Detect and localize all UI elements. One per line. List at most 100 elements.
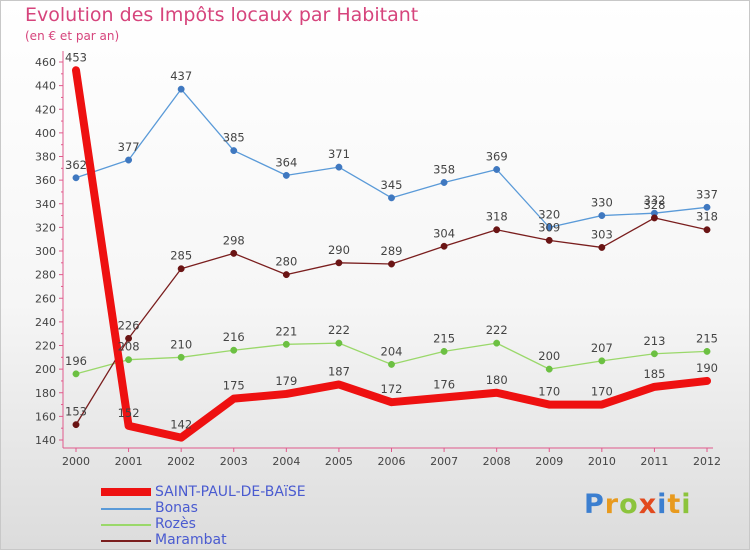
x-tick-label: 2010 bbox=[588, 455, 616, 468]
data-point bbox=[388, 360, 395, 368]
data-label: 170 bbox=[538, 385, 560, 399]
data-label: 208 bbox=[118, 340, 140, 354]
data-label: 213 bbox=[643, 334, 665, 348]
data-label: 215 bbox=[433, 331, 455, 345]
data-label: 170 bbox=[591, 385, 613, 399]
data-point bbox=[650, 350, 658, 358]
data-label: 369 bbox=[486, 149, 508, 163]
data-label: 377 bbox=[118, 140, 140, 154]
legend-label: Rozès bbox=[155, 516, 196, 532]
y-tick-label: 280 bbox=[35, 269, 56, 282]
data-point bbox=[335, 339, 343, 347]
x-tick-label: 2007 bbox=[430, 455, 458, 468]
y-tick-label: 180 bbox=[35, 387, 56, 400]
data-point bbox=[440, 179, 448, 186]
data-point bbox=[493, 226, 501, 234]
x-tick-label: 2011 bbox=[640, 455, 668, 468]
data-point bbox=[703, 347, 711, 355]
data-point bbox=[598, 357, 606, 365]
data-label: 280 bbox=[275, 255, 297, 269]
data-point bbox=[125, 156, 133, 164]
data-label: 215 bbox=[696, 331, 718, 345]
data-label: 371 bbox=[328, 147, 350, 161]
chart-title: Evolution des Impôts locaux par Habitant bbox=[25, 4, 419, 26]
data-label: 364 bbox=[275, 155, 297, 169]
y-tick-label: 380 bbox=[35, 151, 56, 164]
data-label: 210 bbox=[170, 337, 192, 351]
data-label: 153 bbox=[65, 405, 87, 419]
data-label: 176 bbox=[433, 377, 455, 391]
data-point bbox=[545, 223, 553, 231]
data-label: 320 bbox=[538, 207, 560, 221]
data-label: 196 bbox=[65, 354, 87, 368]
data-point bbox=[388, 194, 395, 202]
x-tick-label: 2002 bbox=[167, 455, 195, 468]
data-label: 298 bbox=[223, 233, 245, 247]
legend-label: SAINT-PAUL-DE-BAïSE bbox=[155, 484, 306, 500]
data-point bbox=[493, 339, 501, 347]
data-label: 200 bbox=[538, 349, 560, 363]
data-label: 385 bbox=[223, 131, 245, 145]
data-point bbox=[72, 370, 80, 378]
y-tick-label: 160 bbox=[35, 410, 56, 423]
data-point bbox=[72, 174, 80, 182]
x-tick-label: 2009 bbox=[535, 455, 563, 468]
data-label: 187 bbox=[328, 364, 350, 378]
data-point bbox=[545, 236, 553, 244]
data-point bbox=[125, 334, 133, 342]
data-label: 318 bbox=[696, 210, 718, 224]
data-label: 222 bbox=[486, 323, 508, 337]
y-tick-label: 440 bbox=[35, 80, 56, 93]
data-label: 303 bbox=[591, 227, 613, 241]
data-label: 289 bbox=[381, 244, 403, 258]
x-tick-label: 2006 bbox=[378, 455, 406, 468]
y-tick-label: 420 bbox=[35, 103, 56, 116]
data-label: 179 bbox=[275, 374, 297, 388]
legend-label: Marambat bbox=[155, 532, 227, 548]
data-point bbox=[703, 226, 711, 234]
data-label: 142 bbox=[170, 418, 192, 432]
data-point bbox=[282, 171, 290, 179]
x-tick-label: 2005 bbox=[325, 455, 353, 468]
x-tick-label: 2012 bbox=[693, 455, 721, 468]
x-tick-label: 2004 bbox=[272, 455, 300, 468]
legend: SAINT-PAUL-DE-BAïSE Bonas Rozès Marambat bbox=[101, 484, 361, 549]
y-tick-label: 260 bbox=[35, 292, 56, 305]
data-label: 204 bbox=[381, 344, 403, 358]
data-point bbox=[177, 85, 185, 93]
data-label: 285 bbox=[170, 249, 192, 263]
data-point bbox=[177, 265, 185, 273]
legend-item-marambat: Marambat bbox=[101, 532, 361, 549]
data-label: 332 bbox=[643, 193, 665, 207]
data-label: 345 bbox=[381, 178, 403, 192]
data-point bbox=[493, 166, 501, 173]
legend-label: Bonas bbox=[155, 500, 198, 516]
data-point bbox=[72, 421, 80, 429]
data-label: 152 bbox=[118, 406, 140, 420]
y-tick-label: 360 bbox=[35, 174, 56, 187]
data-label: 437 bbox=[170, 69, 192, 83]
legend-swatch-bonas bbox=[101, 508, 151, 510]
y-tick-label: 200 bbox=[35, 363, 56, 376]
y-tick-label: 320 bbox=[35, 221, 56, 234]
data-point bbox=[703, 203, 711, 211]
data-point bbox=[177, 353, 185, 361]
data-label: 172 bbox=[381, 382, 403, 396]
data-label: 221 bbox=[275, 324, 297, 338]
data-label: 222 bbox=[328, 323, 350, 337]
legend-swatch-saint-paul bbox=[101, 488, 151, 496]
x-tick-label: 2008 bbox=[483, 455, 511, 468]
data-point bbox=[230, 147, 238, 155]
data-point bbox=[440, 242, 448, 250]
data-label: 330 bbox=[591, 196, 613, 210]
data-point bbox=[125, 356, 133, 364]
proxiti-logo: Proxiti bbox=[584, 489, 692, 520]
data-point bbox=[598, 244, 606, 251]
data-label: 180 bbox=[486, 373, 508, 387]
series-line bbox=[72, 66, 711, 442]
legend-swatch-rozes bbox=[101, 524, 151, 526]
data-label: 318 bbox=[486, 210, 508, 224]
y-tick-label: 140 bbox=[35, 434, 56, 447]
